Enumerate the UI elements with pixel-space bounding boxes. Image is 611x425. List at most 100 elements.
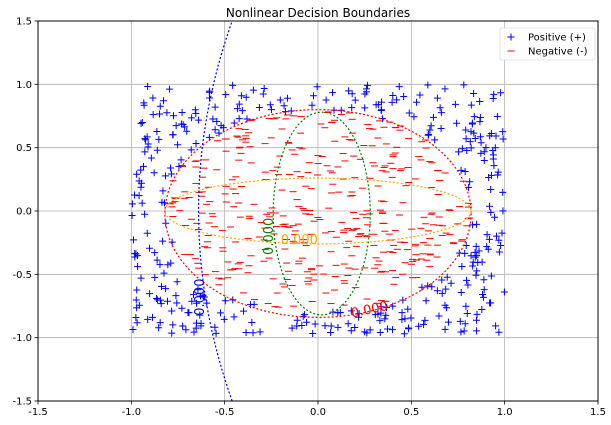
positive-point: [221, 297, 229, 305]
positive-point: [309, 329, 317, 337]
positive-point: [242, 93, 250, 101]
positive-point: [287, 107, 295, 115]
y-tick-label: 0.5: [16, 143, 32, 154]
positive-point: [437, 124, 445, 132]
positive-point: [472, 271, 480, 279]
positive-point: [492, 132, 500, 140]
positive-point: [158, 198, 166, 206]
positive-point: [133, 286, 141, 294]
positive-point: [197, 292, 205, 300]
positive-point: [259, 90, 267, 98]
positive-point: [497, 89, 505, 97]
positive-point: [249, 86, 257, 94]
positive-point: [237, 92, 245, 100]
positive-point: [242, 328, 250, 336]
positive-point: [428, 283, 436, 291]
positive-point: [463, 276, 471, 284]
positive-point: [478, 258, 486, 266]
positive-point: [495, 328, 503, 336]
positive-point: [476, 118, 484, 126]
positive-point: [451, 100, 459, 108]
positive-point: [470, 89, 478, 97]
boundary-curve: [197, 20, 233, 402]
positive-point: [458, 262, 466, 270]
positive-point: [192, 139, 200, 147]
positive-point: [418, 283, 426, 291]
positive-point: [135, 192, 143, 200]
positive-point: [351, 323, 359, 331]
positive-point: [156, 296, 164, 304]
positive-point: [141, 148, 149, 156]
positive-point: [193, 299, 201, 307]
positive-point: [144, 82, 152, 90]
positive-point: [146, 290, 154, 298]
positive-point: [230, 313, 238, 321]
positive-point: [146, 244, 154, 252]
positive-point: [206, 87, 214, 95]
positive-point: [384, 325, 392, 333]
positive-point: [172, 122, 180, 130]
positive-point: [464, 281, 472, 289]
positive-point: [468, 119, 476, 127]
positive-point: [460, 327, 468, 335]
positive-point: [164, 261, 172, 269]
chart-title: Nonlinear Decision Boundaries: [226, 6, 410, 20]
positive-point: [447, 279, 455, 287]
positive-point: [142, 136, 150, 144]
positive-point: [140, 99, 148, 107]
positive-point: [130, 236, 138, 244]
positive-point: [190, 328, 198, 336]
positive-point: [165, 85, 173, 93]
positive-point: [491, 213, 499, 221]
positive-point: [400, 330, 408, 338]
positive-point: [267, 106, 275, 114]
data-points: [128, 81, 508, 338]
positive-point: [187, 146, 195, 154]
positive-point: [138, 118, 146, 126]
positive-point: [348, 104, 356, 112]
positive-point: [144, 315, 152, 323]
positive-point: [371, 311, 379, 319]
positive-point: [167, 259, 175, 267]
positive-point: [233, 105, 241, 113]
positive-point: [151, 274, 159, 282]
positive-point: [194, 286, 202, 294]
positive-point: [473, 220, 481, 228]
positive-point: [491, 144, 499, 152]
positive-point: [461, 320, 469, 328]
positive-point: [499, 188, 507, 196]
legend-label: Positive (+): [528, 33, 586, 44]
positive-point: [217, 309, 225, 317]
positive-point: [398, 316, 406, 324]
positive-point: [156, 102, 164, 110]
positive-point: [163, 297, 171, 305]
positive-point: [497, 241, 505, 249]
positive-point: [183, 127, 191, 135]
positive-point: [366, 326, 374, 334]
positive-point: [148, 313, 156, 321]
positive-point: [407, 314, 415, 322]
positive-point: [415, 322, 423, 330]
positive-point: [395, 83, 403, 91]
positive-point: [168, 307, 176, 315]
positive-point: [173, 299, 181, 307]
positive-point: [456, 317, 464, 325]
positive-point: [490, 90, 498, 98]
y-tick-label: -1.0: [12, 333, 32, 344]
positive-point: [128, 212, 136, 220]
positive-point: [184, 309, 192, 317]
positive-point: [381, 315, 389, 323]
positive-point: [473, 310, 481, 318]
positive-point: [143, 229, 151, 237]
positive-point: [211, 323, 219, 331]
positive-point: [159, 237, 167, 245]
positive-point: [151, 249, 159, 257]
positive-point: [463, 147, 471, 155]
positive-point: [249, 329, 257, 337]
positive-point: [195, 116, 203, 124]
positive-point: [424, 282, 432, 290]
positive-point: [235, 100, 243, 108]
positive-point: [153, 256, 161, 264]
positive-point: [480, 276, 488, 284]
positive-point: [131, 191, 139, 199]
